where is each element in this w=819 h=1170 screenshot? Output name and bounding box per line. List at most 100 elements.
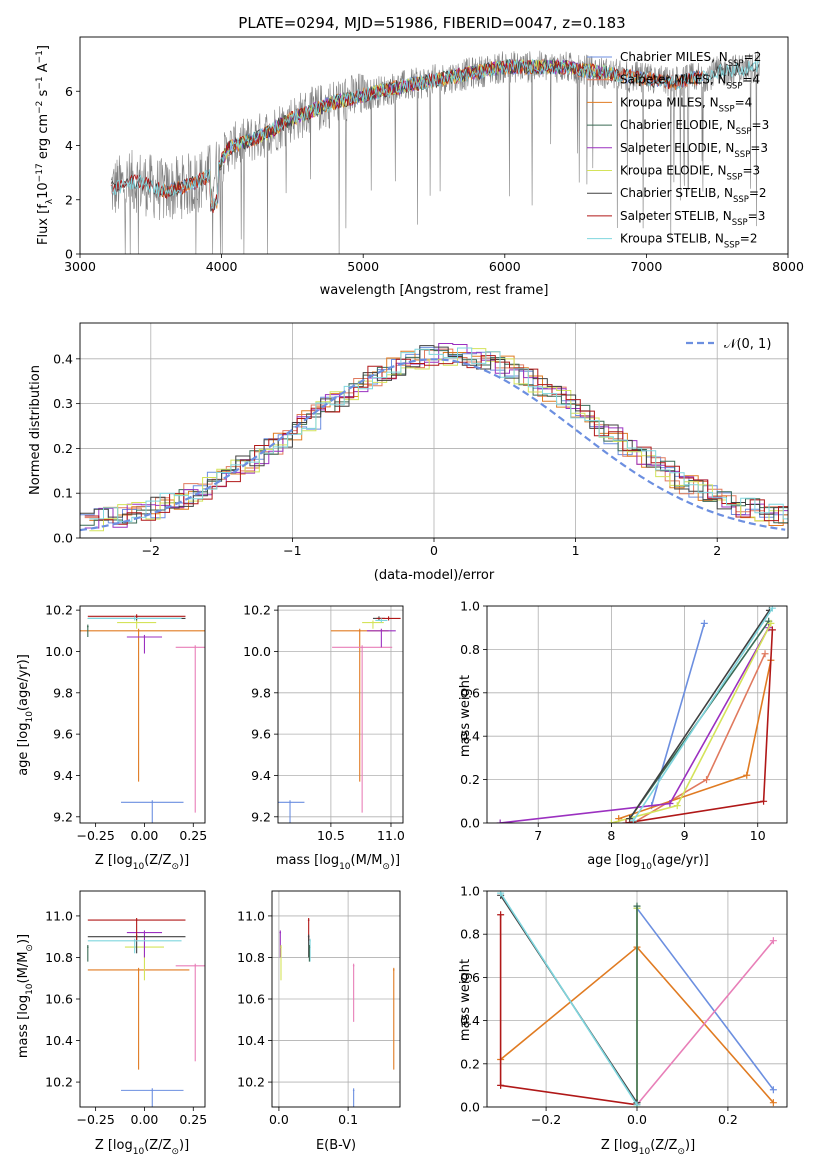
data-point (289, 801, 291, 804)
plot-area (272, 891, 400, 1107)
x-axis-label: Z [log10(Z/Z⊙)] (601, 1138, 695, 1157)
axes-frame (79, 605, 206, 824)
data-point (280, 946, 282, 948)
x-tick-label: 10 (750, 828, 766, 843)
data-point (387, 617, 390, 620)
x-tick-label: 8 (607, 828, 615, 843)
x-tick-label: 7000 (630, 259, 662, 274)
weight-line (636, 940, 775, 1106)
plus-marker (626, 815, 634, 823)
legend-label: Kroupa ELODIE, NSSP=3 (620, 164, 760, 183)
legend-label: Chabrier ELODIE, NSSP=3 (620, 118, 769, 137)
plus-marker (767, 619, 775, 627)
y-tick-label: 9.2 (53, 809, 73, 824)
plus-marker (768, 606, 776, 612)
y-tick-label: 10.2 (45, 603, 73, 618)
data-point (392, 969, 395, 971)
y-axis-label: mass weight (458, 959, 473, 1041)
y-tick-label: 0.1 (53, 486, 73, 501)
y-tick-label: 0.3 (53, 396, 73, 411)
x-tick-label: −2 (142, 543, 160, 558)
plot-area (80, 323, 788, 538)
x-tick-label: 0.00 (131, 828, 159, 843)
axes-frame (79, 322, 789, 539)
data-point (137, 969, 140, 971)
data-point (308, 946, 311, 948)
data-point (372, 621, 374, 624)
weight-line (632, 607, 774, 822)
legend-label: Salpeter MILES, NSSP=4 (620, 73, 760, 92)
plus-marker (497, 1081, 505, 1089)
data-point (143, 931, 146, 934)
y-tick-label: 10.0 (45, 644, 73, 659)
x-tick-label: 5000 (347, 259, 379, 274)
x-tick-label: 11.0 (377, 828, 405, 843)
legend-label: Chabrier STELIB, NSSP=2 (620, 186, 767, 205)
x-tick-label: 0.25 (179, 828, 207, 843)
plus-marker (769, 1099, 777, 1107)
y-tick-label: 9.2 (251, 809, 271, 824)
axes-frame (79, 890, 206, 1108)
observed-spectrum (110, 50, 760, 254)
y-tick-label: 10.8 (237, 950, 265, 965)
data-point (143, 636, 146, 638)
y-tick-label: 0.6 (460, 685, 480, 700)
plus-marker (743, 771, 751, 779)
weight-line (499, 892, 638, 1106)
plus-marker (633, 902, 641, 910)
y-tick-label: 9.8 (251, 685, 271, 700)
x-axis-label: mass [log10(M/M⊙)] (276, 853, 400, 872)
y-tick-label: 0.2 (460, 1056, 480, 1071)
x-tick-label: 9 (681, 828, 689, 843)
x-tick-label: 8000 (772, 259, 804, 274)
y-tick-label: 0.2 (460, 772, 480, 787)
axes-frame (486, 890, 788, 1108)
x-tick-label: −1 (283, 543, 301, 558)
y-tick-label: 0.8 (460, 642, 480, 657)
normal-curve (80, 358, 786, 532)
y-tick-label: 1.0 (460, 884, 480, 899)
x-axis-label: wavelength [Angstrom, rest frame] (320, 283, 549, 298)
x-tick-label: 6000 (489, 259, 521, 274)
data-point (135, 919, 138, 921)
x-tick-label: 0.25 (179, 1112, 207, 1127)
y-tick-label: 9.4 (251, 768, 271, 783)
y-tick-label: 0.0 (53, 531, 73, 546)
plus-marker (497, 891, 505, 897)
data-point (137, 630, 140, 632)
y-axis-label: mass weight (458, 675, 473, 757)
legend-label: Chabrier MILES, NSSP=2 (620, 50, 761, 69)
plus-marker (497, 911, 505, 919)
x-tick-label: 0.1 (338, 1112, 358, 1127)
data-point (361, 646, 363, 649)
legend-label: 𝒩(0, 1) (724, 337, 771, 352)
weight-line (632, 653, 766, 823)
y-tick-label: 10.8 (45, 950, 73, 965)
y-tick-label: 0.4 (53, 351, 73, 366)
data-point (380, 630, 383, 632)
y-tick-label: 10.0 (243, 644, 271, 659)
y-tick-label: 10.2 (243, 603, 271, 618)
x-axis-label: Z [log10(Z/Z⊙)] (95, 853, 189, 872)
x-tick-label: 7 (534, 828, 542, 843)
data-point (87, 625, 89, 628)
plus-marker (496, 819, 504, 823)
y-tick-label: 4 (65, 138, 73, 153)
y-tick-label: 9.6 (53, 727, 73, 742)
x-tick-label: 1 (572, 543, 580, 558)
y-tick-label: 6 (65, 84, 73, 99)
axes-frame (271, 890, 401, 1108)
axes-frame (277, 605, 404, 824)
data-point (358, 630, 361, 632)
y-tick-label: 0.0 (460, 816, 480, 831)
data-point (194, 646, 197, 649)
age-vs-mass-panel: 10.5 11.0 9.2 9.4 9.6 9.8 10.0 10.2 mass [log10(… (243, 603, 405, 872)
residual-histogram-panel: −2 −1 0 1 2 0.0 0.1 0.2 0.3 0.4 𝒩(0, 1) (data-model… (28, 322, 789, 583)
plus-marker (622, 819, 630, 823)
plot-area (87, 918, 205, 1107)
x-tick-label: 0 (430, 543, 438, 558)
y-tick-label: 2 (65, 192, 73, 207)
y-tick-label: 9.4 (53, 768, 73, 783)
mass-weight-vs-age-panel: 7 8 9 10 0.0 0.2 0.4 0.6 0.8 1.0 age [log10(age/yr… (458, 599, 788, 872)
mass-vs-metallicity-panel: −0.25 0.00 0.25 10.2 10.4 10.6 10.8 11.0 Z [log1… (16, 890, 207, 1157)
